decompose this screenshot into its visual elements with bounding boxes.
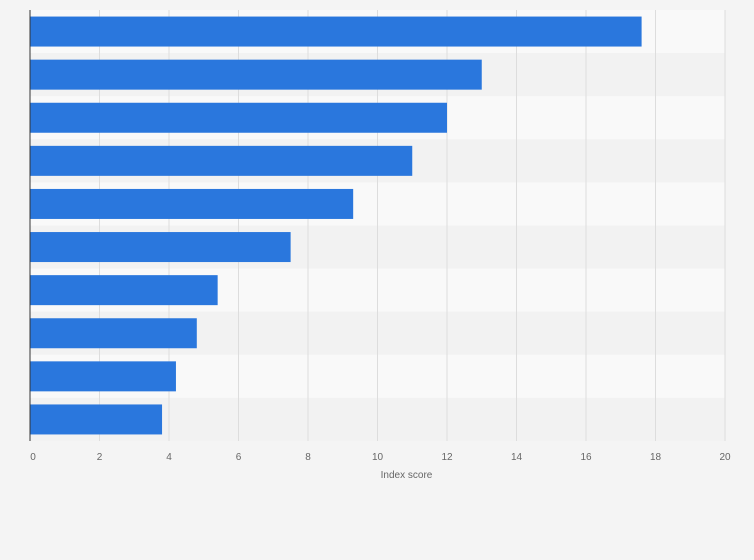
bar[interactable] <box>30 16 642 47</box>
bar[interactable] <box>30 275 218 306</box>
x-axis-ticks: 0 2 4 6 8 10 12 14 16 18 20 <box>30 452 731 463</box>
x-tick-label: 0 <box>30 452 36 463</box>
bar[interactable] <box>30 361 176 392</box>
x-tick-label: 14 <box>511 452 523 463</box>
x-tick-label: 8 <box>305 452 311 463</box>
x-tick-label: 18 <box>650 452 662 463</box>
bar[interactable] <box>30 318 197 349</box>
bar[interactable] <box>30 404 163 435</box>
bar[interactable] <box>30 188 354 219</box>
bar[interactable] <box>30 232 291 263</box>
x-tick-label: 20 <box>719 452 731 463</box>
bar[interactable] <box>30 102 447 133</box>
bar[interactable] <box>30 145 413 176</box>
x-tick-label: 16 <box>580 452 592 463</box>
x-tick-label: 2 <box>97 452 103 463</box>
x-tick-label: 12 <box>441 452 453 463</box>
bar[interactable] <box>30 59 482 90</box>
x-tick-label: 10 <box>372 452 384 463</box>
bars <box>30 16 642 435</box>
x-tick-label: 4 <box>166 452 172 463</box>
x-tick-label: 6 <box>236 452 242 463</box>
x-axis-title: Index score <box>381 470 433 481</box>
